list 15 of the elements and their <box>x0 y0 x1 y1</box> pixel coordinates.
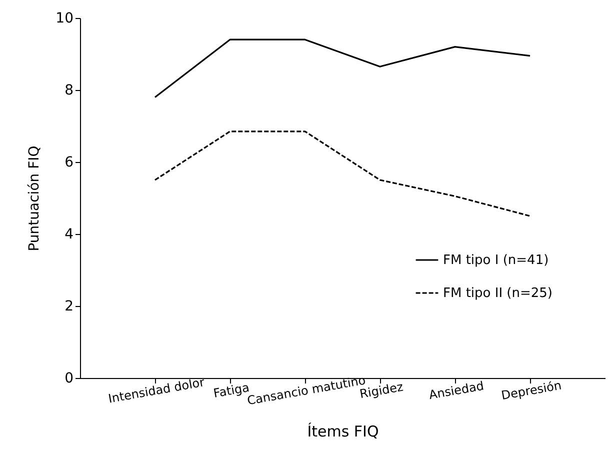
y-tick-label: 0 <box>64 370 74 386</box>
line-series <box>154 38 531 98</box>
x-tick-label: Depresión <box>500 378 563 403</box>
legend-label: FM tipo II (n=25) <box>443 286 552 301</box>
y-tick-label: 6 <box>64 154 74 170</box>
y-tick-label: 8 <box>64 82 74 98</box>
legend-label: FM tipo I (n=41) <box>443 253 549 268</box>
y-tick-label: 4 <box>64 226 74 242</box>
y-tick-label: 2 <box>64 298 74 314</box>
x-tick-label: Intensidad dolor <box>107 375 206 406</box>
x-tick-label: Ansiedad <box>428 378 485 402</box>
y-axis-title: Puntuación FIQ <box>26 146 43 252</box>
x-axis-title: Ítems FIQ <box>307 422 379 441</box>
line-series <box>154 130 531 217</box>
y-tick-label: 10 <box>56 10 74 26</box>
